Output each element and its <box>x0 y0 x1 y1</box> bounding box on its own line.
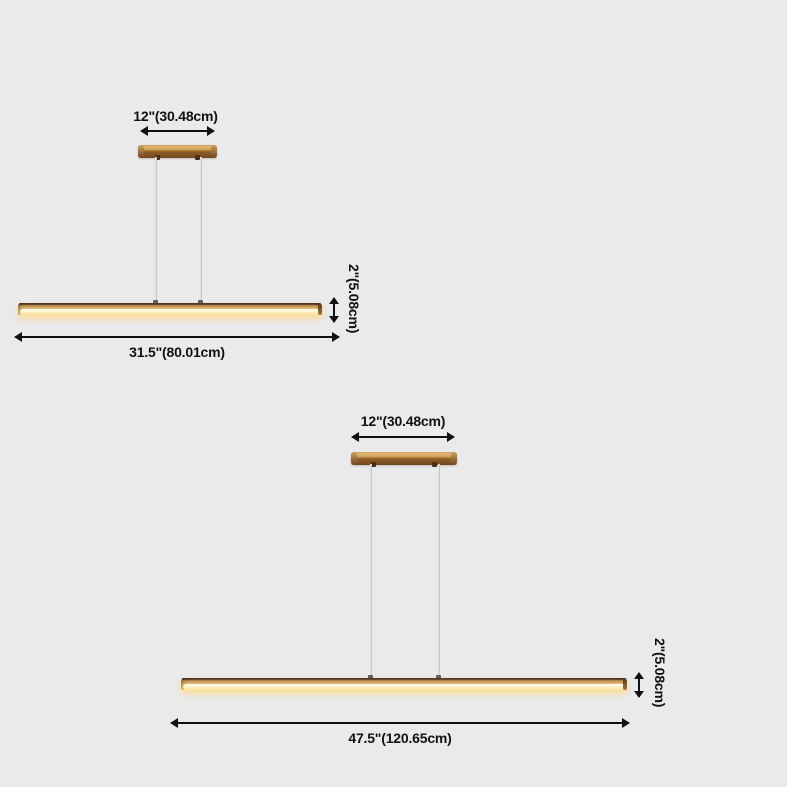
arrowhead-left-icon <box>351 432 359 442</box>
canopy-endcap-right <box>451 452 457 465</box>
arrowhead-down-icon <box>329 316 339 323</box>
bar-length-arrow-1 <box>14 332 340 342</box>
bar-height-label-3: 2"(5.08cm) <box>652 638 668 708</box>
bar-top-edge <box>182 678 626 680</box>
canopy-endcap-left <box>351 452 357 465</box>
arrowhead-down-icon <box>634 691 644 698</box>
led-diffuser-strip <box>20 309 320 315</box>
bar-height-arrow-1 <box>329 297 339 323</box>
canopy-width-label-1: 12"(30.48cm) <box>133 108 218 124</box>
cable-mount-point-left <box>371 462 376 467</box>
arrowhead-up-icon <box>329 297 339 304</box>
bar-endcap-right <box>318 304 322 315</box>
arrow-shaft <box>146 130 209 133</box>
arrowhead-left-icon <box>170 718 178 728</box>
arrowhead-right-icon <box>622 718 630 728</box>
led-light-bar-1 <box>18 303 322 316</box>
suspension-cable-left <box>155 157 157 304</box>
arrow-shaft <box>333 302 336 318</box>
cable-bar-joint-left <box>368 675 373 679</box>
canopy-width-arrow-1 <box>140 126 215 136</box>
led-light-bar-3 <box>181 678 627 691</box>
bar-length-arrow-3 <box>170 718 630 728</box>
bar-wood-body <box>18 305 322 310</box>
cable-mount-point-left <box>155 155 160 160</box>
arrowhead-left-icon <box>140 126 148 136</box>
suspension-cable-left <box>370 464 372 679</box>
cable-mount-point-right <box>195 155 200 160</box>
suspension-cable-right <box>438 464 440 679</box>
canopy-width-label-3: 12"(30.48cm) <box>360 413 446 429</box>
arrowhead-right-icon <box>332 332 340 342</box>
ceiling-canopy-1 <box>138 145 217 160</box>
bar-endcap-right <box>623 679 627 690</box>
arrow-shaft <box>357 436 449 439</box>
canopy-endcap-left <box>138 145 144 158</box>
arrowhead-right-icon <box>447 432 455 442</box>
cable-bar-joint-right <box>436 675 441 679</box>
bar-length-label-1: 31.5"(80.01cm) <box>129 344 225 360</box>
arrowhead-right-icon <box>207 126 215 136</box>
arrowhead-left-icon <box>14 332 22 342</box>
bar-wood-body <box>181 680 627 685</box>
bar-length-label-3: 47.5"(120.65cm) <box>348 730 452 746</box>
suspension-cable-right <box>200 157 202 304</box>
bar-top-edge <box>19 303 321 305</box>
cable-mount-point-right <box>432 462 437 467</box>
arrow-shaft <box>638 677 641 693</box>
canopy-endcap-right <box>211 145 217 158</box>
product-diagram-variant-1: 12"(30.48cm) <box>0 0 390 380</box>
arrow-shaft <box>176 722 624 725</box>
arrowhead-up-icon <box>634 672 644 679</box>
canopy-width-arrow-3 <box>351 432 455 442</box>
cable-bar-joint-right <box>198 300 203 304</box>
arrow-shaft <box>20 336 334 339</box>
bar-height-arrow-3 <box>634 672 644 698</box>
ceiling-canopy-3 <box>351 452 457 467</box>
led-diffuser-strip <box>183 684 625 690</box>
cable-bar-joint-left <box>153 300 158 304</box>
